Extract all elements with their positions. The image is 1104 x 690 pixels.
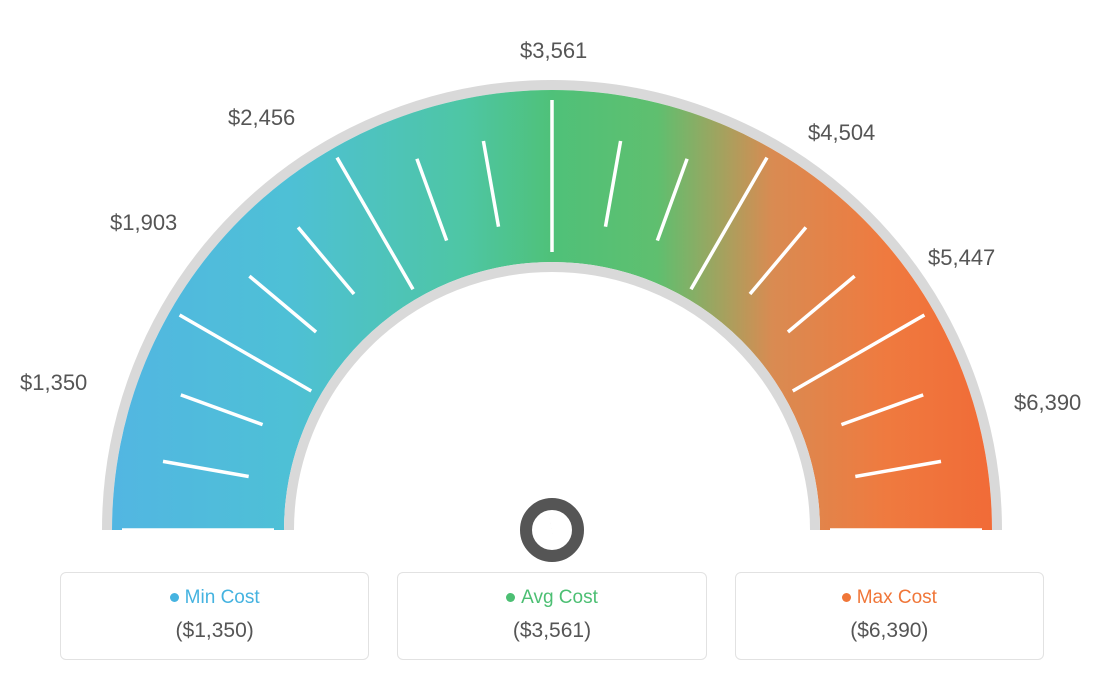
legend-title: Max Cost — [746, 587, 1033, 609]
legend-label: Avg Cost — [521, 587, 598, 608]
legend-box: Max Cost ($6,390) — [735, 572, 1044, 660]
legend-box: Avg Cost ($3,561) — [397, 572, 706, 660]
legend-label: Min Cost — [185, 587, 260, 608]
gauge-tick-label: $1,903 — [110, 210, 177, 236]
legend-row: Min Cost ($1,350) Avg Cost ($3,561) Max Cost… — [0, 572, 1104, 660]
legend-value: ($1,350) — [71, 619, 358, 643]
gauge-tick-label: $4,504 — [808, 120, 875, 146]
gauge-tick-label: $2,456 — [228, 105, 295, 131]
legend-bullet-icon — [170, 593, 179, 602]
gauge-tick-label: $6,390 — [1014, 390, 1081, 416]
legend-bullet-icon — [842, 593, 851, 602]
gauge-tick-label: $1,350 — [20, 370, 87, 396]
legend-value: ($6,390) — [746, 619, 1033, 643]
legend-value: ($3,561) — [408, 619, 695, 643]
legend-label: Max Cost — [857, 587, 937, 608]
gauge-tick-label: $5,447 — [928, 245, 995, 271]
legend-box: Min Cost ($1,350) — [60, 572, 369, 660]
gauge-chart: $1,350 $1,903 $2,456 $3,561 $4,504 $5,447 $6,3… — [0, 20, 1104, 580]
legend-title: Min Cost — [71, 587, 358, 609]
legend-bullet-icon — [506, 593, 515, 602]
gauge-svg — [0, 20, 1104, 580]
legend-title: Avg Cost — [408, 587, 695, 609]
gauge-tick-label: $3,561 — [520, 38, 587, 64]
